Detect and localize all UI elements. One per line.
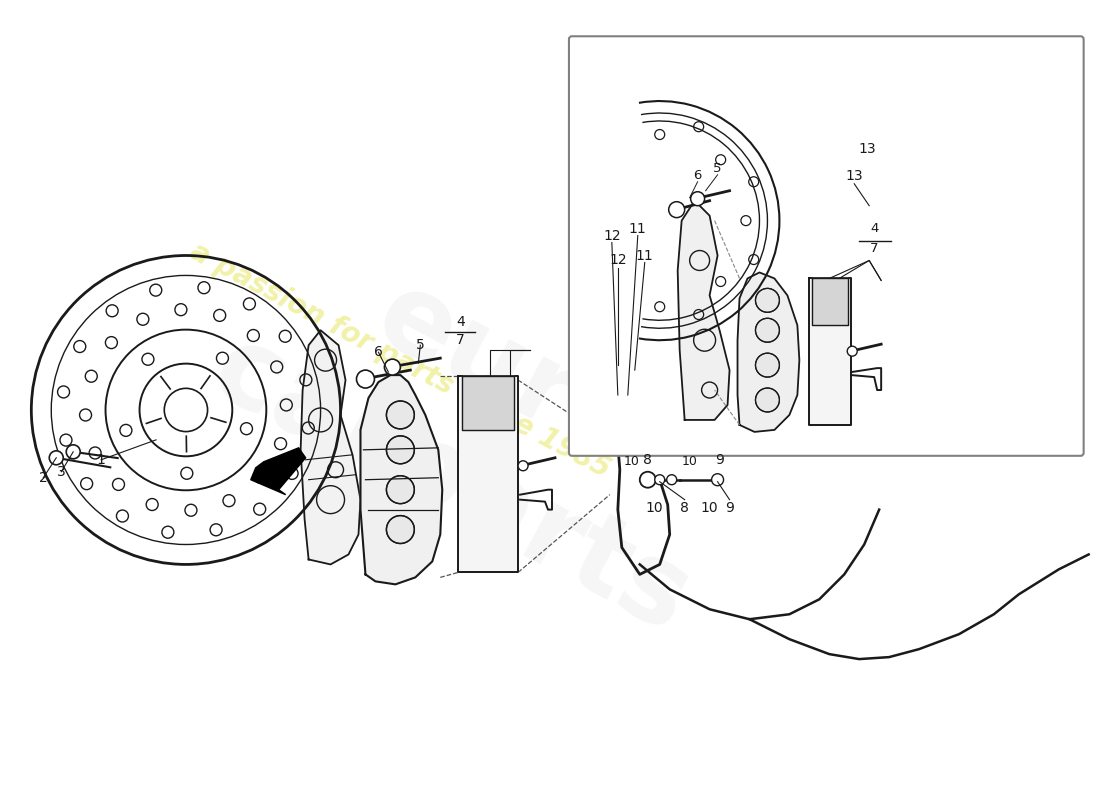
Text: 7: 7 bbox=[870, 242, 879, 255]
Circle shape bbox=[756, 288, 780, 312]
Text: 13: 13 bbox=[846, 169, 864, 182]
Text: euro
carparts: euro carparts bbox=[195, 205, 766, 655]
Circle shape bbox=[608, 435, 628, 455]
Text: 5: 5 bbox=[713, 162, 722, 175]
Text: 10: 10 bbox=[682, 455, 697, 468]
Text: 1: 1 bbox=[97, 453, 106, 466]
Text: 3: 3 bbox=[57, 465, 66, 478]
Text: a passion for parts since 1985: a passion for parts since 1985 bbox=[186, 237, 615, 483]
Text: 2: 2 bbox=[39, 470, 47, 485]
Text: 9: 9 bbox=[715, 453, 724, 466]
Polygon shape bbox=[678, 201, 729, 420]
Circle shape bbox=[847, 346, 857, 356]
Polygon shape bbox=[459, 376, 518, 572]
Circle shape bbox=[756, 318, 780, 342]
Text: 4: 4 bbox=[870, 222, 879, 235]
Text: 6: 6 bbox=[693, 170, 702, 182]
Circle shape bbox=[66, 445, 80, 458]
Bar bbox=[894, 76, 979, 126]
Polygon shape bbox=[462, 376, 514, 430]
Circle shape bbox=[640, 472, 656, 488]
Circle shape bbox=[967, 69, 981, 83]
Circle shape bbox=[384, 359, 400, 375]
Circle shape bbox=[386, 476, 415, 504]
Text: 10: 10 bbox=[646, 501, 663, 514]
Circle shape bbox=[667, 474, 676, 485]
Text: 11: 11 bbox=[629, 222, 647, 235]
Circle shape bbox=[654, 474, 664, 485]
Circle shape bbox=[898, 70, 910, 82]
Polygon shape bbox=[737, 273, 800, 432]
Circle shape bbox=[386, 515, 415, 543]
Polygon shape bbox=[812, 278, 848, 326]
Circle shape bbox=[691, 192, 705, 206]
Circle shape bbox=[50, 451, 63, 465]
Text: 10: 10 bbox=[624, 455, 640, 468]
Text: 4: 4 bbox=[455, 315, 464, 330]
Circle shape bbox=[356, 370, 374, 388]
Text: 8: 8 bbox=[680, 501, 689, 514]
Text: 5: 5 bbox=[416, 338, 425, 352]
Circle shape bbox=[756, 388, 780, 412]
Text: 11: 11 bbox=[636, 249, 653, 262]
Text: 12: 12 bbox=[609, 254, 627, 267]
Circle shape bbox=[756, 353, 780, 377]
Circle shape bbox=[669, 202, 684, 218]
Polygon shape bbox=[300, 330, 361, 565]
Polygon shape bbox=[251, 448, 306, 494]
Text: 8: 8 bbox=[644, 453, 652, 466]
Circle shape bbox=[712, 474, 724, 486]
Circle shape bbox=[386, 401, 415, 429]
Text: 13: 13 bbox=[858, 142, 876, 156]
Text: 9: 9 bbox=[725, 501, 734, 514]
FancyBboxPatch shape bbox=[569, 36, 1084, 456]
Polygon shape bbox=[361, 375, 442, 584]
Polygon shape bbox=[810, 278, 851, 425]
Circle shape bbox=[386, 436, 415, 464]
Text: 10: 10 bbox=[701, 501, 718, 514]
Text: 12: 12 bbox=[603, 229, 620, 242]
Text: 7: 7 bbox=[455, 334, 464, 347]
Text: 6: 6 bbox=[374, 345, 383, 359]
Circle shape bbox=[518, 461, 528, 470]
